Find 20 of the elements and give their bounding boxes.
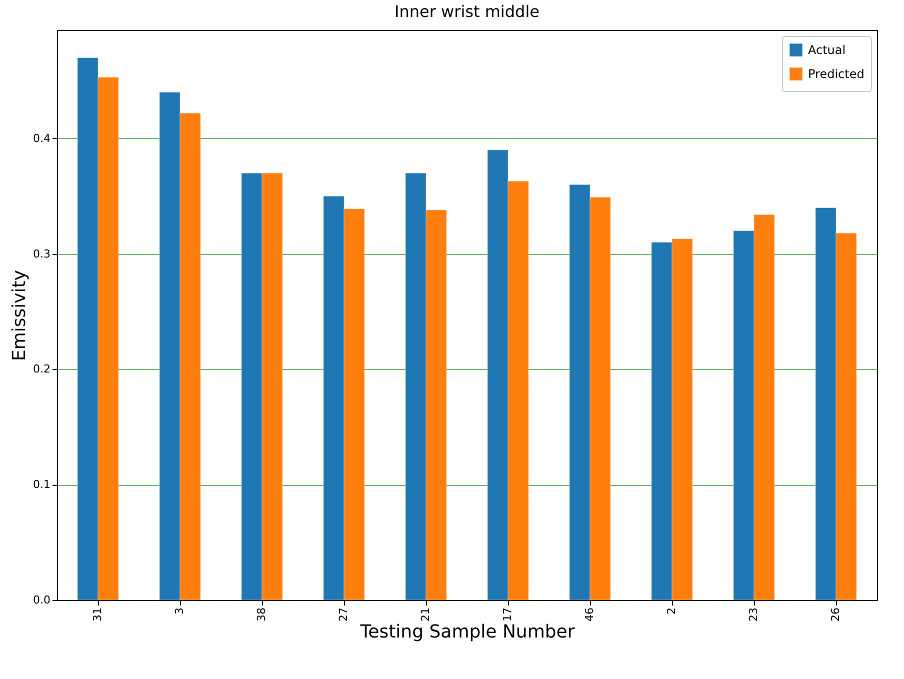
legend-label: Actual bbox=[808, 43, 846, 57]
x-axis-title: Testing Sample Number bbox=[359, 621, 576, 642]
x-tick-label: 2 bbox=[665, 608, 678, 614]
x-tick-label: 17 bbox=[501, 608, 514, 622]
y-axis-title: Emissivity bbox=[9, 270, 30, 362]
chart-title: Inner wrist middle bbox=[394, 2, 540, 21]
legend-label: Predicted bbox=[808, 67, 864, 81]
y-tick-label: 0.3 bbox=[33, 247, 50, 260]
y-tick-label: 0.2 bbox=[33, 362, 50, 376]
y-tick-label: 0.1 bbox=[33, 478, 50, 492]
y-tick-label: 0.4 bbox=[33, 132, 50, 145]
x-tick-label: 3 bbox=[173, 608, 186, 614]
x-tick-label: 23 bbox=[747, 608, 760, 622]
y-tick-label: 0.0 bbox=[33, 594, 50, 606]
x-tick-label: 21 bbox=[419, 608, 432, 622]
x-tick-label: 46 bbox=[583, 608, 596, 622]
x-tick-label: 38 bbox=[255, 608, 268, 622]
x-tick-label: 31 bbox=[91, 608, 104, 622]
x-tick-label: 27 bbox=[337, 608, 350, 622]
x-tick-label: 26 bbox=[829, 608, 842, 622]
